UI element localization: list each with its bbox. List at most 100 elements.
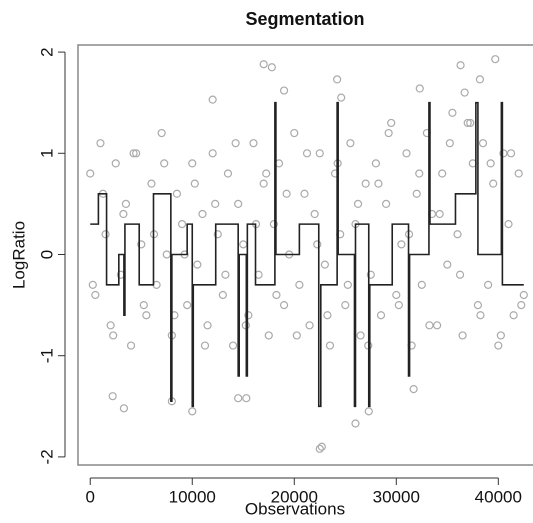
data-point (292, 331, 301, 340)
plot-area (86, 55, 528, 453)
data-point (249, 139, 258, 148)
data-point (295, 280, 304, 289)
data-point (162, 250, 171, 259)
data-point (193, 260, 202, 269)
data-point (371, 159, 380, 168)
x-tick-label: 30000 (373, 487, 420, 506)
data-point (223, 169, 233, 178)
data-point (478, 139, 488, 148)
data-point (384, 128, 393, 138)
data-point (302, 149, 312, 158)
data-point (96, 139, 105, 148)
data-point (111, 159, 120, 168)
data-point (315, 149, 324, 158)
data-point (443, 260, 452, 269)
data-point (353, 199, 363, 208)
data-point (343, 280, 352, 289)
data-point (188, 159, 197, 168)
data-point (279, 86, 289, 95)
data-point (346, 139, 355, 148)
data-point (475, 75, 485, 84)
data-point (119, 209, 128, 219)
data-point (394, 300, 403, 310)
data-point (325, 341, 335, 350)
y-tick-label: -2 (37, 449, 56, 464)
data-point (272, 290, 281, 300)
data-point (433, 321, 442, 330)
data-point (504, 220, 513, 229)
data-point (320, 260, 329, 269)
y-tick-label: -1 (37, 348, 56, 363)
y-tick-label: 2 (37, 47, 56, 56)
data-point (139, 300, 148, 310)
data-point (506, 149, 516, 158)
data-point (455, 270, 465, 279)
data-point (267, 63, 276, 72)
data-point (183, 300, 192, 310)
data-point (458, 331, 467, 340)
data-point (218, 290, 227, 300)
data-point (374, 179, 383, 188)
data-point (188, 407, 197, 416)
data-point (409, 384, 418, 394)
data-point (208, 95, 217, 104)
data-point (259, 60, 268, 69)
data-point (392, 290, 401, 300)
plot-frame (77, 44, 533, 466)
data-point (221, 270, 230, 279)
data-point (397, 240, 406, 249)
data-point (231, 139, 240, 148)
data-point (341, 300, 350, 310)
data-point (491, 55, 500, 64)
data-point (499, 149, 508, 158)
data-point (509, 311, 518, 320)
data-point (300, 189, 309, 198)
data-point (242, 394, 251, 403)
data-point (239, 240, 248, 249)
data-point (264, 331, 273, 340)
data-point (101, 230, 110, 239)
data-point (172, 189, 182, 198)
data-point (262, 169, 271, 178)
data-point (415, 169, 424, 178)
data-point (282, 189, 291, 198)
data-point (351, 419, 360, 428)
data-point (269, 220, 278, 229)
data-point (453, 230, 462, 239)
data-point (147, 179, 156, 188)
data-point (445, 139, 454, 148)
y-tick-label: 0 (37, 250, 56, 259)
data-point (132, 149, 141, 158)
data-point (361, 179, 370, 188)
data-point (190, 179, 199, 188)
data-point (412, 189, 421, 198)
x-tick-label: 0 (86, 487, 95, 506)
y-tick-label: 1 (37, 149, 56, 158)
data-point (463, 118, 472, 128)
data-point (333, 75, 342, 84)
data-point (213, 230, 222, 239)
data-point (177, 220, 187, 229)
data-point (88, 280, 97, 289)
data-point (402, 149, 411, 158)
data-point (466, 118, 475, 128)
data-point (438, 169, 447, 178)
data-point (460, 88, 469, 97)
data-point (364, 407, 373, 416)
data-point (108, 392, 117, 401)
data-point (519, 290, 528, 300)
data-point (305, 321, 314, 330)
data-point (376, 311, 386, 320)
data-point (119, 404, 129, 413)
data-point (417, 280, 426, 289)
data-point (228, 341, 238, 350)
data-point (381, 199, 391, 208)
data-point (476, 311, 485, 320)
chart-title: Segmentation (245, 9, 364, 29)
x-tick-label: 10000 (169, 487, 216, 506)
data-point (456, 61, 465, 70)
y-axis-label: LogRatio (9, 221, 28, 289)
data-point (317, 442, 326, 451)
data-point (142, 311, 151, 320)
data-point (106, 321, 115, 330)
